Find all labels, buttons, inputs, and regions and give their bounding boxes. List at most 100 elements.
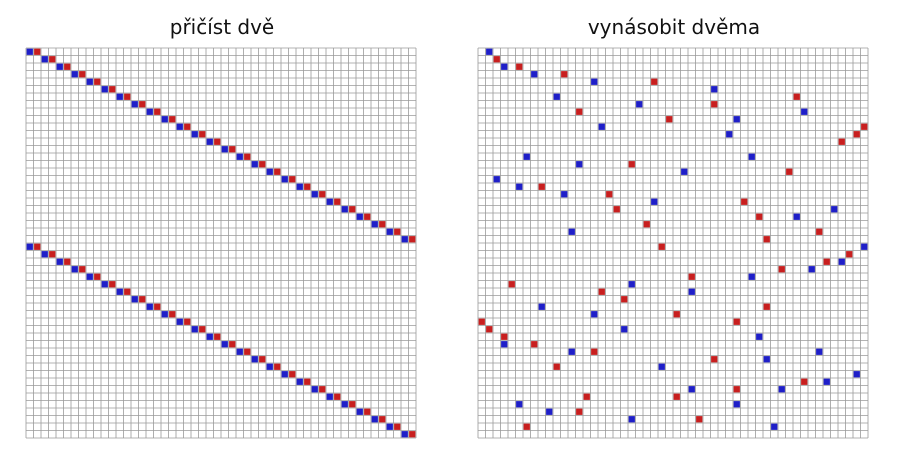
- red-cell: [184, 123, 191, 130]
- red-cell: [394, 423, 401, 430]
- blue-cell: [733, 116, 740, 123]
- red-cell: [673, 393, 680, 400]
- blue-cell: [401, 236, 408, 243]
- blue-cell: [568, 348, 575, 355]
- red-cell: [793, 93, 800, 100]
- blue-cell: [771, 423, 778, 430]
- red-cell: [394, 228, 401, 235]
- red-cell: [553, 363, 560, 370]
- blue-cell: [591, 311, 598, 318]
- red-cell: [733, 318, 740, 325]
- red-cell: [214, 333, 221, 340]
- red-cell: [501, 333, 508, 340]
- blue-cell: [71, 71, 78, 78]
- red-cell: [274, 363, 281, 370]
- red-cell: [531, 341, 538, 348]
- blue-cell: [636, 101, 643, 108]
- red-cell: [199, 131, 206, 138]
- blue-cell: [831, 206, 838, 213]
- blue-cell: [561, 191, 568, 198]
- red-cell: [304, 378, 311, 385]
- blue-cell: [206, 138, 213, 145]
- red-cell: [801, 378, 808, 385]
- blue-cell: [568, 228, 575, 235]
- blue-cell: [688, 288, 695, 295]
- red-cell: [613, 206, 620, 213]
- red-cell: [124, 288, 131, 295]
- red-cell: [169, 116, 176, 123]
- blue-cell: [598, 123, 605, 130]
- blue-cell: [748, 273, 755, 280]
- red-cell: [486, 326, 493, 333]
- red-cell: [823, 258, 830, 265]
- red-cell: [861, 123, 868, 130]
- red-cell: [109, 86, 116, 93]
- red-cell: [64, 63, 71, 70]
- blue-cell: [778, 386, 785, 393]
- blue-cell: [326, 198, 333, 205]
- blue-cell: [591, 78, 598, 85]
- red-cell: [289, 371, 296, 378]
- blue-cell: [116, 288, 123, 295]
- blue-cell: [816, 348, 823, 355]
- red-cell: [34, 48, 41, 55]
- blue-cell: [131, 296, 138, 303]
- blue-cell: [658, 363, 665, 370]
- blue-cell: [621, 326, 628, 333]
- blue-cell: [311, 386, 318, 393]
- blue-cell: [651, 198, 658, 205]
- blue-cell: [296, 183, 303, 190]
- red-cell: [576, 108, 583, 115]
- blue-cell: [628, 281, 635, 288]
- red-cell: [319, 191, 326, 198]
- red-cell: [349, 206, 356, 213]
- red-cell: [379, 416, 386, 423]
- red-cell: [733, 386, 740, 393]
- red-cell: [244, 153, 251, 160]
- blue-cell: [221, 146, 228, 153]
- blue-cell: [266, 363, 273, 370]
- blue-cell: [516, 183, 523, 190]
- red-cell: [49, 56, 56, 63]
- red-cell: [786, 168, 793, 175]
- blue-cell: [236, 348, 243, 355]
- blue-cell: [371, 416, 378, 423]
- red-cell: [244, 348, 251, 355]
- blue-cell: [311, 191, 318, 198]
- red-cell: [778, 266, 785, 273]
- blue-cell: [688, 386, 695, 393]
- blue-cell: [191, 131, 198, 138]
- blue-cell: [838, 258, 845, 265]
- blue-cell: [146, 108, 153, 115]
- red-cell: [409, 431, 416, 438]
- red-cell: [79, 71, 86, 78]
- red-cell: [606, 191, 613, 198]
- red-cell: [853, 131, 860, 138]
- red-cell: [523, 423, 530, 430]
- blue-cell: [86, 273, 93, 280]
- blue-cell: [341, 401, 348, 408]
- red-cell: [493, 56, 500, 63]
- red-cell: [696, 416, 703, 423]
- red-cell: [94, 78, 101, 85]
- red-cell: [229, 341, 236, 348]
- blue-cell: [266, 168, 273, 175]
- blue-cell: [823, 378, 830, 385]
- red-cell: [621, 296, 628, 303]
- red-cell: [169, 311, 176, 318]
- panel-title: přičíst dvě: [170, 15, 274, 39]
- red-cell: [154, 108, 161, 115]
- red-cell: [711, 356, 718, 363]
- blue-cell: [281, 176, 288, 183]
- red-cell: [259, 161, 266, 168]
- blue-cell: [131, 101, 138, 108]
- red-cell: [334, 198, 341, 205]
- red-cell: [64, 258, 71, 265]
- red-cell: [666, 116, 673, 123]
- blue-cell: [341, 206, 348, 213]
- blue-cell: [41, 251, 48, 258]
- blue-cell: [808, 266, 815, 273]
- blue-cell: [71, 266, 78, 273]
- red-cell: [94, 273, 101, 280]
